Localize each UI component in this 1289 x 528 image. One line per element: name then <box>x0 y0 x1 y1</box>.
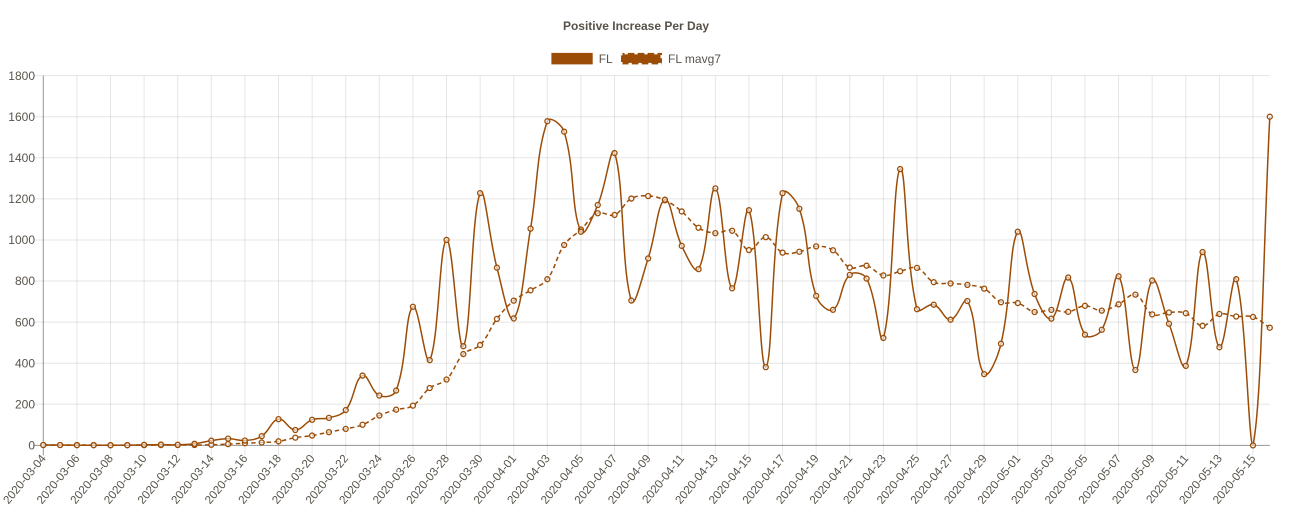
svg-text:0: 0 <box>28 439 35 453</box>
svg-text:1200: 1200 <box>8 192 35 206</box>
svg-text:1800: 1800 <box>8 69 35 83</box>
svg-text:1400: 1400 <box>8 151 35 165</box>
svg-text:1000: 1000 <box>8 233 35 247</box>
svg-text:FL: FL <box>599 52 613 66</box>
svg-text:800: 800 <box>15 274 35 288</box>
svg-text:600: 600 <box>15 315 35 329</box>
svg-text:FL mavg7: FL mavg7 <box>668 52 721 66</box>
svg-text:1600: 1600 <box>8 110 35 124</box>
svg-text:Positive Increase Per Day: Positive Increase Per Day <box>563 19 709 33</box>
svg-text:200: 200 <box>15 398 35 412</box>
svg-text:400: 400 <box>15 356 35 370</box>
